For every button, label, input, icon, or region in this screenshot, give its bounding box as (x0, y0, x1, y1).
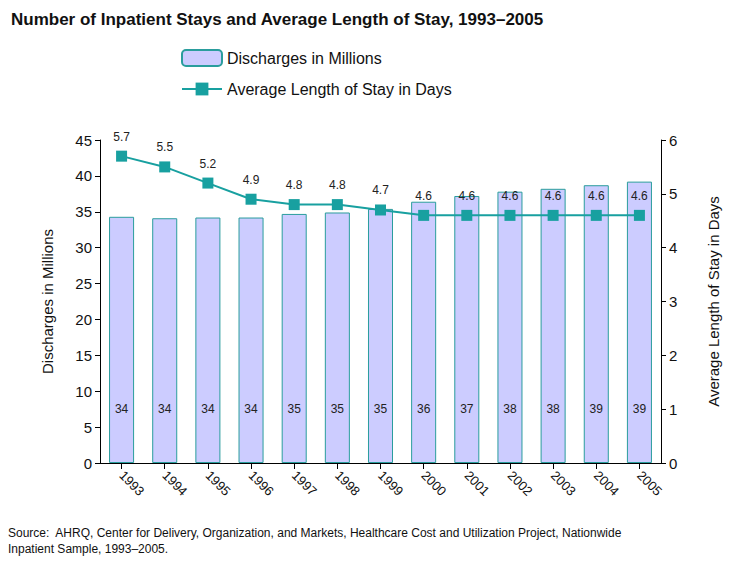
svg-text:Average Length of Stay in Days: Average Length of Stay in Days (705, 196, 722, 407)
svg-text:4.6: 4.6 (631, 189, 648, 203)
svg-text:2000: 2000 (418, 468, 449, 499)
svg-text:34: 34 (158, 402, 172, 416)
svg-text:1993: 1993 (116, 468, 147, 499)
svg-text:Discharges in Millions: Discharges in Millions (227, 50, 382, 67)
svg-text:Discharges in Millions: Discharges in Millions (39, 229, 56, 374)
svg-text:4.8: 4.8 (329, 178, 346, 192)
svg-text:Source: AHRQ, Center for Deli: Source: AHRQ, Center for Delivery, Organ… (8, 526, 625, 540)
svg-text:38: 38 (503, 402, 517, 416)
svg-text:4.8: 4.8 (286, 178, 303, 192)
svg-text:15: 15 (75, 347, 92, 364)
svg-text:5: 5 (84, 419, 92, 436)
svg-text:2002: 2002 (505, 468, 536, 499)
svg-text:5.2: 5.2 (200, 157, 217, 171)
svg-text:Number of Inpatient Stays and: Number of Inpatient Stays and Average Le… (11, 10, 543, 29)
svg-text:37: 37 (460, 402, 474, 416)
svg-text:5.7: 5.7 (113, 130, 130, 144)
svg-text:4.6: 4.6 (415, 189, 432, 203)
svg-text:Inpatient Sample, 1993–2005.: Inpatient Sample, 1993–2005. (8, 542, 168, 556)
svg-text:1997: 1997 (289, 468, 320, 499)
svg-text:1999: 1999 (375, 468, 406, 499)
svg-text:34: 34 (201, 402, 215, 416)
svg-text:4.6: 4.6 (502, 189, 519, 203)
svg-text:5: 5 (669, 185, 677, 202)
svg-text:2: 2 (669, 347, 677, 364)
svg-text:35: 35 (75, 203, 92, 220)
svg-text:2003: 2003 (548, 468, 579, 499)
svg-text:35: 35 (288, 402, 302, 416)
svg-text:5.5: 5.5 (156, 140, 173, 154)
svg-text:1994: 1994 (159, 468, 190, 499)
svg-text:40: 40 (75, 167, 92, 184)
svg-text:4.6: 4.6 (588, 189, 605, 203)
svg-text:39: 39 (590, 402, 604, 416)
svg-text:34: 34 (244, 402, 258, 416)
svg-text:20: 20 (75, 311, 92, 328)
svg-text:35: 35 (374, 402, 388, 416)
svg-text:4: 4 (669, 239, 677, 256)
svg-text:6: 6 (669, 132, 677, 149)
svg-text:4.7: 4.7 (372, 183, 389, 197)
svg-text:2005: 2005 (634, 468, 665, 499)
svg-text:1: 1 (669, 401, 677, 418)
svg-text:34: 34 (115, 402, 129, 416)
svg-text:35: 35 (331, 402, 345, 416)
svg-text:2004: 2004 (591, 468, 622, 499)
svg-text:1995: 1995 (203, 468, 234, 499)
svg-text:1996: 1996 (246, 468, 277, 499)
svg-text:36: 36 (417, 402, 431, 416)
svg-text:39: 39 (633, 402, 647, 416)
svg-text:4.6: 4.6 (545, 189, 562, 203)
svg-text:Average Length of Stay in Days: Average Length of Stay in Days (227, 81, 452, 98)
svg-text:4.9: 4.9 (243, 173, 260, 187)
svg-text:10: 10 (75, 383, 92, 400)
svg-text:4.6: 4.6 (458, 189, 475, 203)
svg-text:25: 25 (75, 275, 92, 292)
svg-text:38: 38 (546, 402, 560, 416)
svg-text:45: 45 (75, 132, 92, 149)
svg-text:3: 3 (669, 293, 677, 310)
svg-text:1998: 1998 (332, 468, 363, 499)
svg-text:2001: 2001 (462, 468, 493, 499)
svg-text:30: 30 (75, 239, 92, 256)
svg-text:0: 0 (84, 455, 92, 472)
svg-text:0: 0 (669, 455, 677, 472)
